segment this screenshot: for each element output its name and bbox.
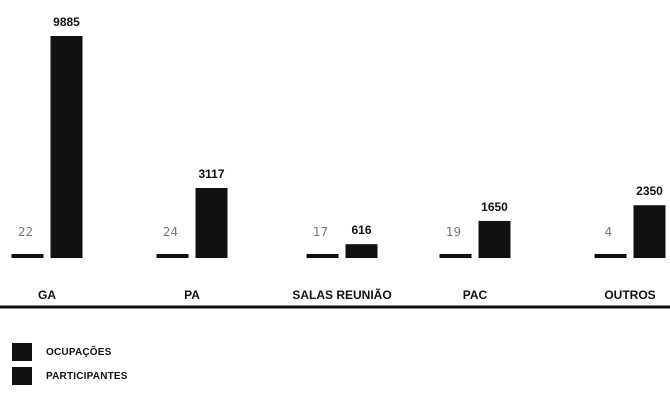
legend-item-participantes: PARTICIPANTES <box>12 367 128 385</box>
legend-label-participantes: PARTICIPANTES <box>46 370 128 382</box>
bar-participantes-4 <box>633 205 666 258</box>
bar-ocupacoes-2 <box>306 254 339 258</box>
value-label-participantes-3: 1650 <box>481 200 508 214</box>
bar-ocupacoes-1 <box>156 254 189 258</box>
bar-participantes-2 <box>345 244 378 258</box>
value-label-participantes-0: 9885 <box>53 15 80 29</box>
legend-item-ocupacoes: OCUPAÇÕES <box>12 343 128 361</box>
legend-swatch-ocupacoes <box>12 343 32 361</box>
category-label-0: GA <box>38 288 56 302</box>
value-label-ocupacoes-3: 19 <box>446 225 461 239</box>
value-label-participantes-2: 616 <box>351 223 371 237</box>
bar-participantes-0 <box>50 36 83 258</box>
value-label-participantes-1: 3117 <box>198 167 224 181</box>
category-label-4: OUTROS <box>604 288 655 302</box>
legend-swatch-participantes <box>12 367 32 385</box>
value-label-ocupacoes-4: 4 <box>605 225 613 239</box>
legend-label-ocupacoes: OCUPAÇÕES <box>46 346 112 358</box>
bar-participantes-1 <box>195 187 228 258</box>
value-label-ocupacoes-2: 17 <box>313 225 328 239</box>
legend: OCUPAÇÕES PARTICIPANTES <box>12 343 128 391</box>
value-label-ocupacoes-0: 22 <box>18 225 33 239</box>
category-label-3: PAC <box>463 288 488 302</box>
value-label-ocupacoes-1: 24 <box>163 225 178 239</box>
bar-ocupacoes-4 <box>594 254 627 258</box>
bar-ocupacoes-0 <box>11 254 44 258</box>
category-label-1: PA <box>184 288 200 302</box>
bar-ocupacoes-3 <box>439 254 472 258</box>
value-label-participantes-4: 2350 <box>636 184 663 198</box>
bar-chart: 22 9885 GA 24 3117 PA 17 616 SALAS REUNIÃO 19 1650… <box>0 15 670 309</box>
category-label-2: SALAS REUNIÃO <box>292 287 391 302</box>
bars-group: 22 9885 GA 24 3117 PA 17 616 SALAS REUNIÃO 19 1650… <box>11 15 666 302</box>
bar-participantes-3 <box>478 220 511 258</box>
